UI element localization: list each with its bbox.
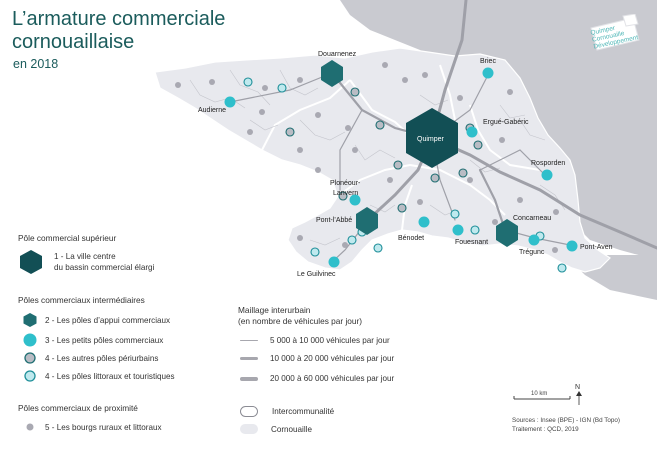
legend-road-1: 5 000 à 10 000 véhicules par jour — [240, 336, 390, 345]
medium-road-line-icon — [240, 357, 258, 360]
legend-interco: Intercommunalité — [240, 406, 334, 417]
legend-intermediate-heading: Pôles commerciaux intermédiaires — [18, 295, 145, 305]
legend-superior-heading: Pôle commercial supérieur — [18, 233, 117, 243]
label-pont-l-abbe: Pont-l’Abbé — [316, 217, 352, 224]
map-year: en 2018 — [13, 57, 59, 71]
title-line-2: cornouaillaise — [12, 31, 135, 53]
legend-item-4b-label: 4 - Les pôles littoraux et touristiques — [45, 371, 175, 381]
label-ploneour-1: Plonéour- — [330, 180, 361, 187]
legend-road-3: 20 000 à 60 000 véhicules par jour — [240, 374, 394, 383]
north-arrow-icon — [576, 391, 582, 405]
grey-ring-icon — [24, 352, 36, 364]
legend-interco-label: Intercommunalité — [272, 407, 335, 416]
map-title: L’armature commerciale cornouaillaise — [12, 8, 225, 54]
legend-road-2: 10 000 à 20 000 véhicules par jour — [240, 354, 394, 363]
legend-item-2: 2 - Les pôles d’appui commerciaux — [22, 312, 170, 328]
label-concarneau: Concarneau — [513, 215, 551, 222]
legend-item-1-line2: du bassin commercial élargi — [54, 263, 155, 272]
interco-outline-icon — [240, 406, 258, 417]
legend-item-1-line1: 1 - La ville centre — [54, 252, 116, 261]
bourgs-points — [175, 62, 559, 253]
cornouaille-area-icon — [240, 424, 258, 434]
label-le-guilvinec: Le Guilvinec — [297, 271, 336, 278]
cyan-dot-icon — [23, 333, 37, 347]
label-tregunc: Trégunc — [519, 249, 545, 256]
legend-item-5: 5 - Les bourgs ruraux et littoraux — [22, 419, 162, 435]
sources: Sources : Insee (BPE) - IGN (Bd Topo) Tr… — [512, 417, 620, 434]
legend-cornouaille-label: Cornouaille — [271, 424, 312, 434]
label-ergue-gaberic: Ergué-Gabéric — [483, 119, 529, 126]
qcd-logo-icon — [590, 14, 640, 51]
legend-item-5-label: 5 - Les bourgs ruraux et littoraux — [45, 422, 162, 432]
legend-item-1: 1 - La ville centre du bassin commercial… — [18, 249, 154, 275]
scale-bar-icon — [513, 396, 571, 400]
roads-heading-line2: (en nombre de véhicules par jour) — [238, 316, 363, 326]
label-audierne: Audierne — [198, 107, 226, 114]
legend-item-2-label: 2 - Les pôles d’appui commerciaux — [45, 315, 171, 325]
legend-road-3-label: 20 000 à 60 000 véhicules par jour — [270, 374, 395, 383]
north-label: N — [575, 384, 581, 391]
legend-proximity-heading: Pôles commerciaux de proximité — [18, 403, 138, 413]
legend-road-2-label: 10 000 à 20 000 véhicules par jour — [270, 354, 395, 363]
pont-l-abbe-hexagon — [356, 207, 378, 235]
support-poles — [321, 60, 518, 247]
concarneau-hexagon — [496, 219, 518, 247]
legend-item-4a-label: 4 - Les autres pôles périurbains — [45, 353, 159, 363]
road-minor-5 — [339, 109, 363, 191]
periurban-poles — [285, 87, 483, 213]
legend-item-3: 3 - Les petits pôles commerciaux — [22, 332, 163, 348]
sources-line2: Traitement : QCD, 2019 — [512, 425, 579, 433]
title-line-1: L’armature commerciale — [12, 8, 226, 30]
douarnenez-hexagon — [321, 60, 343, 87]
road-major-east — [430, 136, 657, 250]
legend-item-4a: 4 - Les autres pôles périurbains — [22, 350, 158, 366]
legend-roads-heading: Maillage interurbain (en nombre de véhic… — [238, 305, 362, 327]
legend-road-1-label: 5 000 à 10 000 véhicules par jour — [270, 336, 390, 345]
north-arrow: N — [575, 384, 583, 407]
large-hexagon-icon — [20, 250, 42, 274]
label-quimper: Quimper — [417, 136, 445, 143]
road-minor-7 — [479, 149, 546, 176]
label-benodet: Bénodet — [398, 235, 424, 242]
light-cyan-ring-icon — [24, 370, 36, 382]
legend-item-3-label: 3 - Les petits pôles commerciaux — [45, 335, 164, 345]
label-rosporden: Rosporden — [531, 160, 565, 167]
thick-road-line-icon — [240, 376, 258, 381]
road-minor-1 — [229, 72, 333, 103]
place-labels: Douarnenez Briec Audierne Quimper Ergué-… — [198, 51, 613, 278]
quimper-hexagon — [406, 108, 458, 168]
small-poles — [224, 67, 578, 268]
label-fouesnant: Fouesnant — [455, 239, 488, 246]
road-medium-concarneau — [478, 168, 507, 232]
thin-road-line-icon — [240, 339, 258, 342]
label-pont-aven: Pont-Aven — [580, 244, 613, 251]
roads-heading-line1: Maillage interurbain — [238, 305, 311, 315]
grey-dot-icon — [26, 423, 34, 431]
scale-label: 10 km — [531, 391, 548, 397]
label-briec: Briec — [480, 58, 496, 65]
sources-line1: Sources : Insee (BPE) - IGN (Bd Topo) — [512, 417, 621, 424]
legend-item-4b: 4 - Les pôles littoraux et touristiques — [22, 368, 175, 384]
legend-cornouaille: Cornouaille — [240, 424, 312, 434]
label-ploneour-2: Lanvern — [333, 190, 358, 197]
label-douarnenez: Douarnenez — [318, 51, 357, 58]
hexagon-icon — [23, 313, 37, 327]
